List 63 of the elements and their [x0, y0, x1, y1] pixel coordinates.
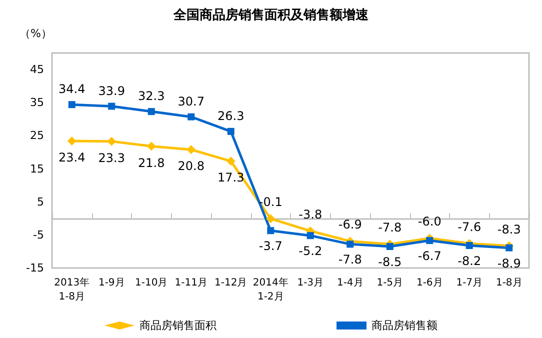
- y-tick-label: 25: [30, 129, 44, 142]
- x-tick-label: 1-7月: [456, 278, 483, 288]
- y-tick-label: 35: [30, 96, 44, 110]
- point: [107, 136, 116, 146]
- x-tick-label: 1-9月: [98, 278, 125, 288]
- y-axis-title: （%）: [20, 27, 52, 40]
- point: [108, 102, 116, 110]
- point: [226, 156, 236, 166]
- data-label: -8.3: [497, 222, 521, 236]
- data-label: 32.3: [138, 89, 165, 104]
- point: [506, 244, 513, 252]
- point: [227, 128, 234, 135]
- point: [346, 240, 354, 248]
- x-tick-label: 1-6月: [416, 278, 443, 288]
- point: [426, 237, 434, 244]
- data-label: -6.0: [418, 214, 442, 229]
- x-tick-label: 2014年 1-2月: [252, 276, 288, 302]
- point: [186, 145, 196, 154]
- point: [306, 232, 314, 240]
- data-label: -8.2: [458, 254, 482, 268]
- point: [67, 136, 76, 146]
- data-label: -7.6: [458, 220, 482, 234]
- chart-title: 全国商品房销售面积及销售额增速: [172, 7, 370, 23]
- x-tick-label: 1-3月: [297, 278, 324, 288]
- y-tick-label: 45: [30, 63, 44, 76]
- data-label: -7.8: [338, 252, 362, 267]
- point: [68, 101, 76, 108]
- y-tick-label: 15: [30, 162, 44, 176]
- x-tick-label: 1-8月: [496, 278, 522, 288]
- data-label: 26.3: [218, 108, 244, 123]
- legend-label: 商品房销售面积: [140, 319, 216, 332]
- data-label: -3.7: [258, 239, 282, 254]
- x-tick-label: 1-10月: [135, 278, 168, 288]
- y-tick-label: -15: [26, 262, 44, 274]
- x-tick-label: 2013年 1-8月: [54, 276, 90, 302]
- data-label: 23.4: [58, 150, 86, 164]
- data-label: -8.9: [497, 256, 521, 270]
- legend-label: 商品房销售额: [372, 319, 438, 332]
- data-label: 23.3: [98, 150, 125, 165]
- point: [266, 214, 276, 224]
- point: [267, 227, 274, 234]
- data-label: -3.8: [298, 207, 322, 222]
- y-tick-label: -5: [33, 228, 44, 242]
- point: [386, 243, 394, 250]
- point: [466, 242, 473, 250]
- point: [146, 142, 156, 151]
- data-label: 34.4: [58, 82, 86, 96]
- x-tick-label: 1-11月: [174, 278, 208, 288]
- data-label: 20.8: [178, 159, 204, 174]
- x-tick-label: 1-5月: [376, 278, 404, 288]
- data-label: 21.8: [138, 156, 165, 170]
- point: [148, 108, 155, 116]
- y-tick-label: 5: [37, 195, 44, 208]
- point: [188, 113, 195, 120]
- x-tick-label: 1-12月: [214, 278, 248, 288]
- data-label: -7.8: [378, 220, 402, 235]
- x-tick-label: 1-4月: [336, 278, 364, 288]
- data-label: 33.9: [98, 84, 125, 98]
- data-label: -5.2: [298, 244, 322, 258]
- data-label: -6.9: [338, 218, 362, 232]
- data-label: -8.5: [378, 255, 402, 269]
- data-label: -6.7: [418, 249, 442, 264]
- data-label: 30.7: [178, 94, 204, 108]
